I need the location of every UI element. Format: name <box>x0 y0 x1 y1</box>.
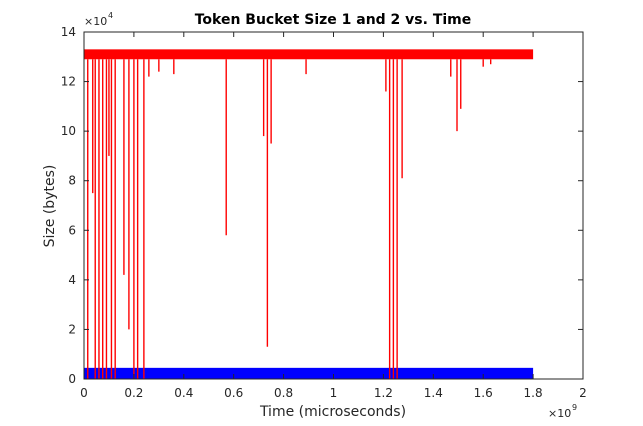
chart-title: Token Bucket Size 1 and 2 vs. Time <box>195 12 472 28</box>
y-tick-label: 12 <box>61 75 76 89</box>
x-multiplier: ×10 9 <box>548 403 577 420</box>
x-tick-label: 1.4 <box>424 386 443 400</box>
x-tick-label: 0.2 <box>124 386 143 400</box>
ticks-layer: 0 0.2 0.4 0.6 0.8 1 1.2 1.4 1.6 1.8 2 0 2 4 6 8 10 12 14 <box>61 25 587 400</box>
x-tick-label: 1.6 <box>474 386 493 400</box>
y-tick-label: 4 <box>68 273 76 287</box>
y-tick-label: 10 <box>61 124 76 138</box>
series-1 <box>84 367 534 379</box>
series-1-band <box>84 367 534 379</box>
x-tick-label: 0 <box>80 386 88 400</box>
y-tick-label: 0 <box>68 372 76 386</box>
series-2-band <box>84 49 534 60</box>
x-multiplier-base: ×10 <box>548 407 571 420</box>
series-2 <box>84 49 534 379</box>
plot-area <box>84 32 583 379</box>
y-tick-label: 8 <box>68 174 76 188</box>
y-tick-label: 14 <box>61 25 76 39</box>
x-tick-label: 0.6 <box>224 386 243 400</box>
y-axis-label: Size (bytes) <box>42 165 58 248</box>
x-tick-label: 1.2 <box>374 386 393 400</box>
series-layer <box>84 49 534 379</box>
x-axis-label: Time (microseconds) <box>259 404 406 420</box>
y-tick-label: 6 <box>68 223 76 237</box>
x-tick-label: 1.8 <box>524 386 543 400</box>
x-tick-label: 0.8 <box>274 386 293 400</box>
x-multiplier-exponent: 9 <box>572 403 577 412</box>
x-tick-label: 2 <box>579 386 587 400</box>
x-tick-label: 1 <box>330 386 338 400</box>
y-multiplier-base: ×10 <box>84 15 107 28</box>
y-multiplier-exponent: 4 <box>108 11 113 20</box>
x-tick-label: 0.4 <box>174 386 193 400</box>
y-tick-label: 2 <box>68 322 76 336</box>
y-multiplier: ×10 4 <box>84 11 113 28</box>
